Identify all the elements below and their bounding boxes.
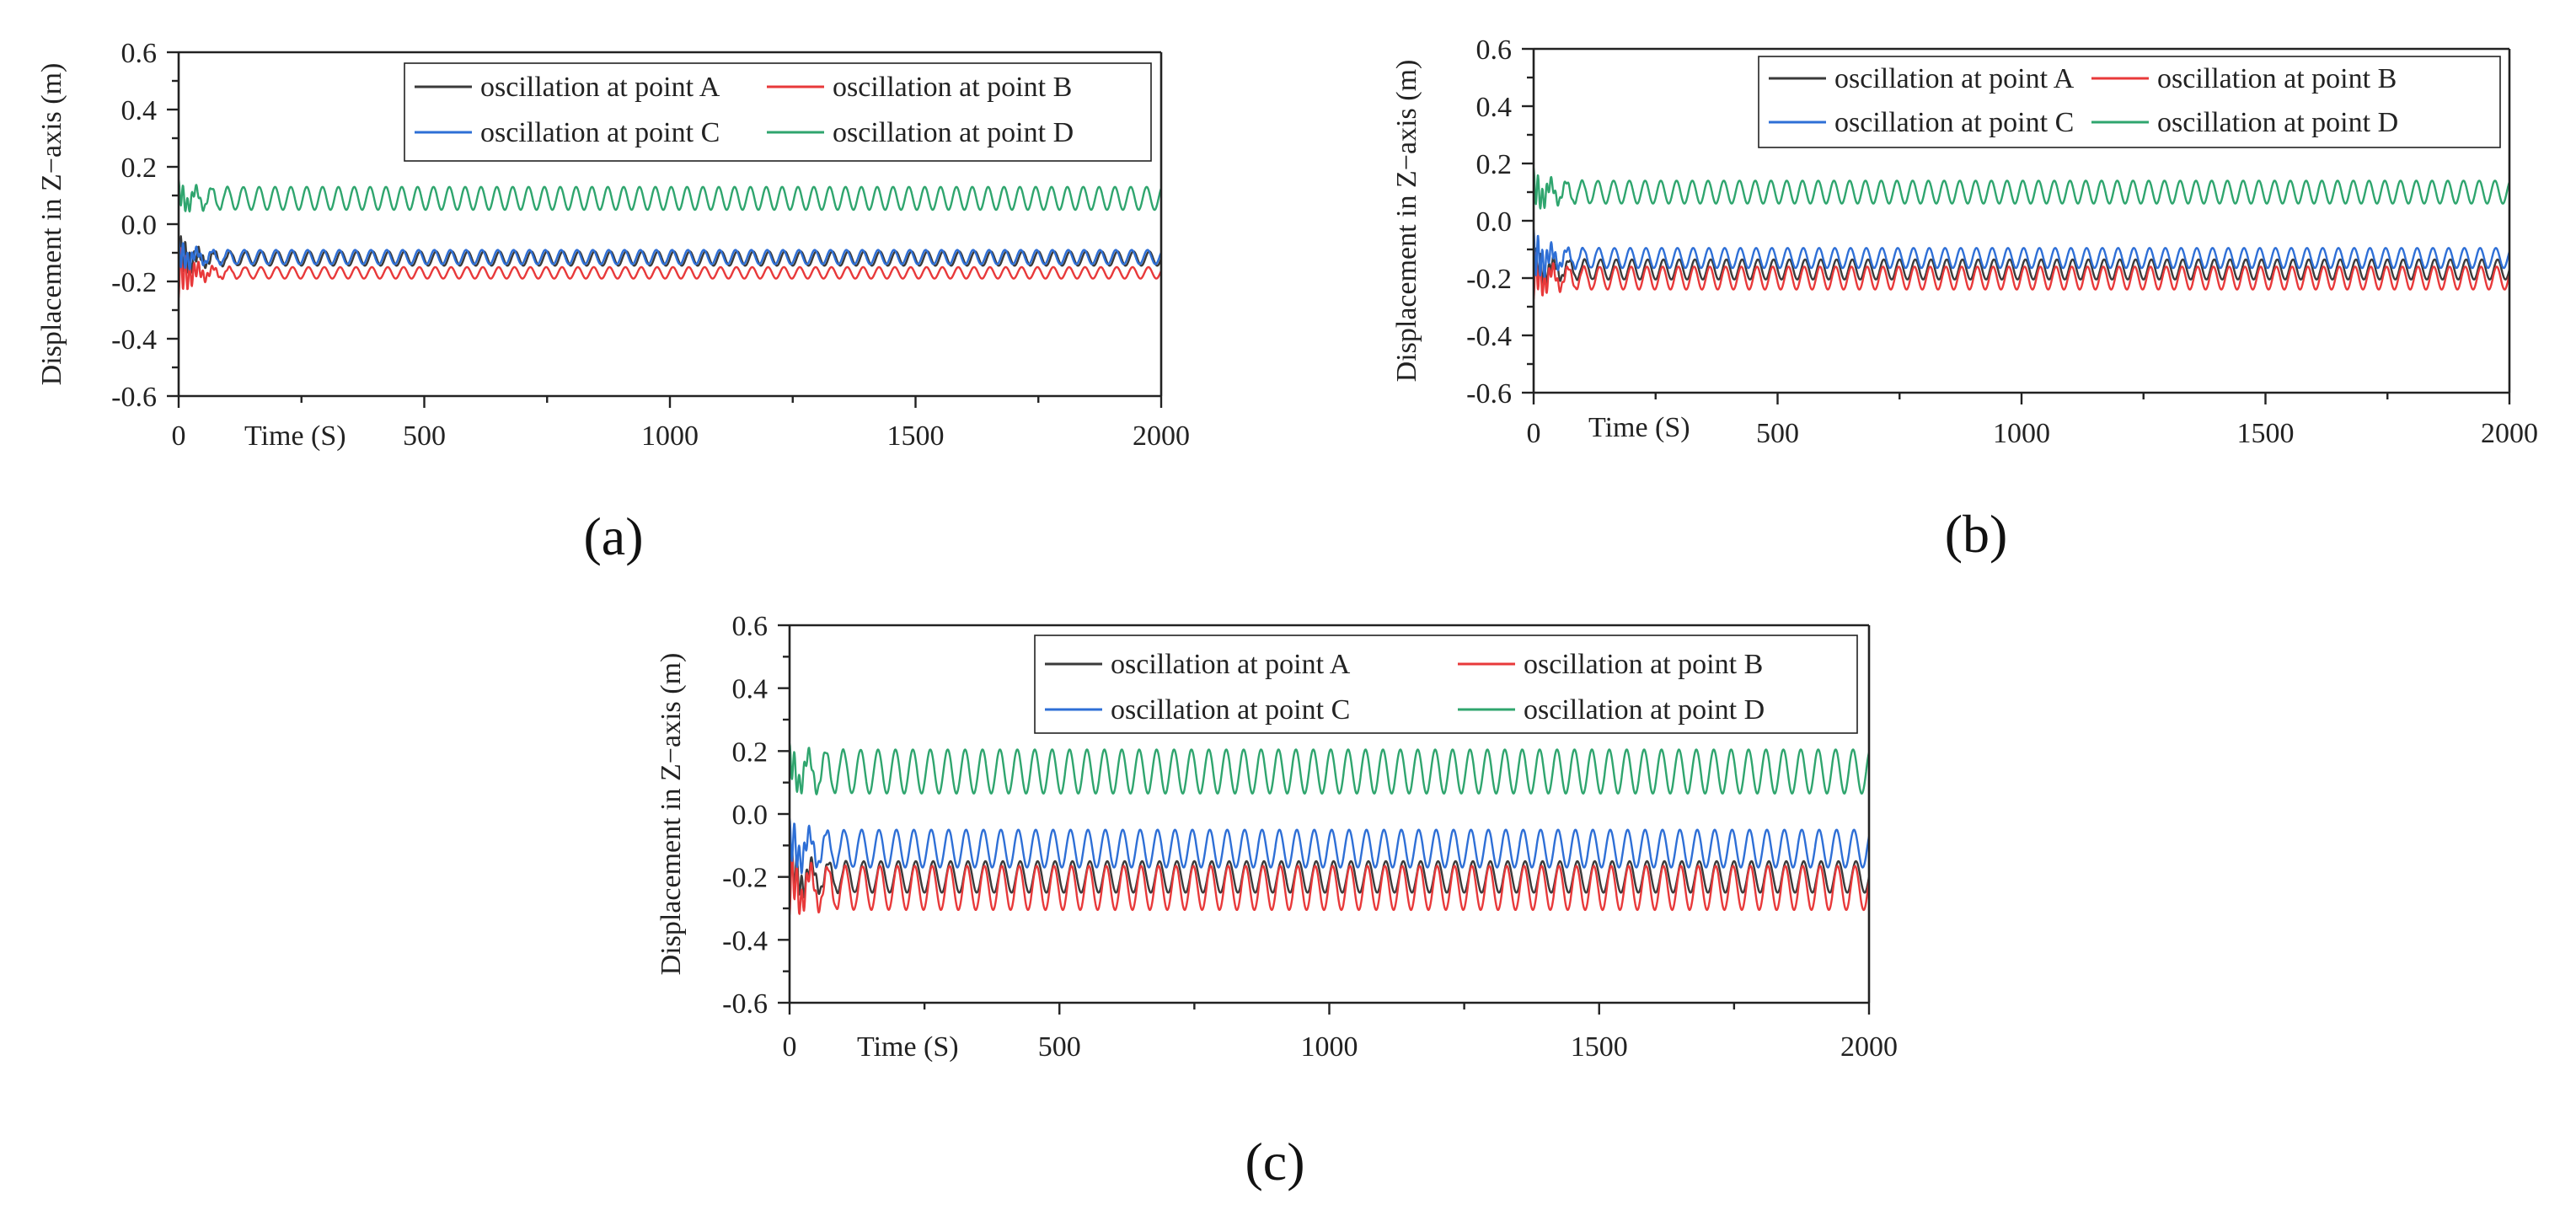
legend-label-a: oscillation at point D	[833, 117, 1074, 148]
y-axis-title-b: Displacement in Z−axis (m)	[1391, 60, 1422, 383]
series-line-b-1	[1534, 247, 2509, 290]
x-tick-label-a: 0	[172, 420, 186, 452]
x-tick-label-c: 1500	[1571, 1031, 1628, 1063]
x-tick-label-b: 500	[1756, 418, 1799, 449]
y-tick-label-a: 0.2	[121, 153, 158, 184]
y-tick-label-b: 0.6	[1476, 35, 1513, 66]
y-tick-label-c: 0.6	[732, 611, 769, 642]
y-tick-label-b: 0.2	[1476, 149, 1513, 180]
y-tick-label-b: -0.6	[1466, 378, 1512, 410]
x-tick-label-b: 2000	[2481, 418, 2538, 449]
chart-panel-a: -0.6 -0.4 -0.2 0.0 0.2 0.4 0.6 0 500 1000 1500 2000…	[36, 38, 1190, 566]
legend-label-c: oscillation at point A	[1111, 649, 1351, 680]
x-tick-label-a: 500	[403, 420, 446, 452]
legend-label-c: oscillation at point B	[1524, 649, 1763, 680]
y-axis-title-a: Displacement in Z−axis (m)	[36, 63, 67, 386]
series-line-b-4	[1534, 168, 2509, 210]
y-tick-label-b: -0.2	[1466, 264, 1512, 295]
series-line-c-3	[790, 818, 1869, 875]
x-axis-title-c: Time (S)	[857, 1031, 959, 1063]
y-tick-label-b: 0.4	[1476, 92, 1513, 123]
series-line-b-2	[1534, 252, 2509, 300]
x-tick-label-a: 1000	[641, 420, 699, 452]
series-line-a-3	[179, 239, 1161, 270]
legend-label-c: oscillation at point D	[1524, 694, 1765, 726]
y-axis-title-c: Displacement in Z−axis (m)	[656, 653, 687, 976]
legend-label-b: oscillation at point C	[1834, 107, 2074, 138]
y-tick-label-c: -0.2	[722, 863, 768, 894]
y-tick-label-a: -0.2	[111, 267, 157, 298]
y-tick-label-b: 0.0	[1476, 206, 1513, 238]
legend-label-b: oscillation at point A	[1834, 63, 2075, 94]
y-tick-label-a: 0.6	[121, 38, 158, 69]
x-tick-label-b: 0	[1527, 418, 1541, 449]
chart-panel-b: -0.6 -0.4 -0.2 0.0 0.2 0.4 0.6 0 500 1000 1500 2000…	[1391, 35, 2538, 564]
series-line-a-1	[179, 235, 1161, 282]
y-tick-label-c: 0.0	[732, 800, 769, 831]
x-tick-label-c: 0	[783, 1031, 797, 1063]
legend-b	[1758, 56, 2501, 148]
legend-label-a: oscillation at point A	[480, 72, 720, 103]
series-line-a-4	[179, 179, 1161, 213]
x-axis-title-a: Time (S)	[244, 420, 346, 452]
legend-a	[404, 62, 1152, 162]
legend-label-a: oscillation at point B	[833, 72, 1072, 103]
legend-label-c: oscillation at point C	[1111, 694, 1350, 726]
panel-label-a: (a)	[583, 506, 643, 566]
legend-label-a: oscillation at point C	[480, 117, 720, 148]
x-axis-title-b: Time (S)	[1588, 412, 1690, 443]
series-line-c-2	[790, 851, 1869, 915]
x-tick-label-c: 2000	[1840, 1031, 1898, 1063]
y-tick-label-c: 0.4	[732, 674, 769, 705]
legend-c	[1034, 635, 1858, 734]
series-line-b-3	[1534, 229, 2509, 278]
y-tick-label-c: -0.4	[722, 925, 768, 956]
y-tick-label-a: 0.0	[121, 210, 158, 241]
legend-label-b: oscillation at point B	[2157, 63, 2397, 94]
x-tick-label-c: 1000	[1301, 1031, 1358, 1063]
x-tick-label-b: 1500	[2237, 418, 2295, 449]
series-line-c-4	[790, 743, 1869, 795]
series-line-a-2	[179, 247, 1161, 298]
legend-label-b: oscillation at point D	[2157, 107, 2398, 138]
panel-label-b: (b)	[1945, 504, 2008, 564]
y-tick-label-a: -0.6	[111, 382, 157, 413]
x-tick-label-a: 1500	[887, 420, 945, 452]
x-tick-label-c: 500	[1038, 1031, 1081, 1063]
y-tick-label-b: -0.4	[1466, 321, 1512, 352]
chart-panel-c: -0.6 -0.4 -0.2 0.0 0.2 0.4 0.6 0 500 1000 1500 2000…	[656, 611, 1898, 1192]
x-tick-label-a: 2000	[1133, 420, 1190, 452]
y-tick-label-a: -0.4	[111, 324, 157, 356]
y-tick-label-c: 0.2	[732, 736, 769, 768]
y-tick-label-a: 0.4	[121, 95, 158, 126]
x-tick-label-b: 1000	[1993, 418, 2050, 449]
panel-label-c: (c)	[1245, 1132, 1304, 1192]
y-tick-label-c: -0.6	[722, 988, 768, 1020]
